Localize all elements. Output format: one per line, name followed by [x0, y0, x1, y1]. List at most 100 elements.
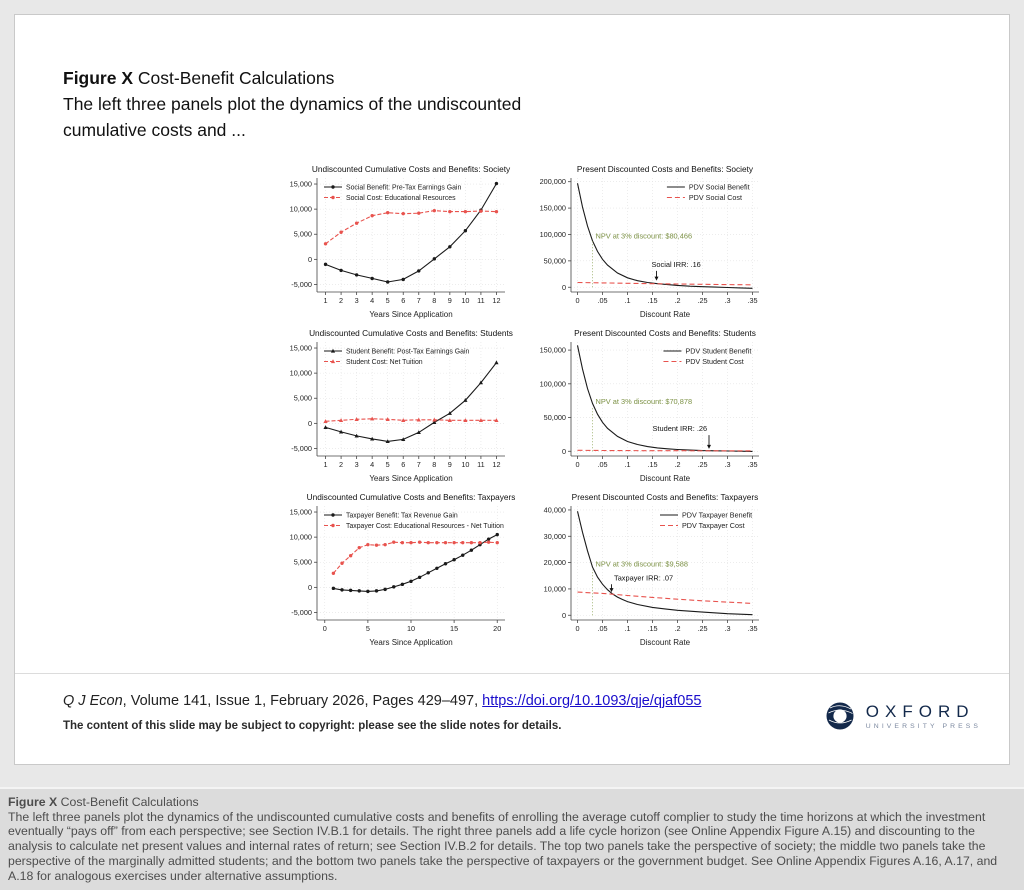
citation-line: Q J Econ, Volume 141, Issue 1, February … [63, 693, 701, 709]
chart-discounted-society: 0 50,000 100,000 150,000 200,000 0 .05 .1 .15 .2.… [525, 163, 769, 320]
svg-text:10,000: 10,000 [290, 533, 312, 542]
svg-text:0: 0 [575, 460, 579, 469]
svg-text:.2: .2 [674, 296, 680, 305]
svg-text:Years Since Application: Years Since Application [369, 310, 452, 319]
svg-text:3: 3 [355, 296, 359, 305]
svg-text:11: 11 [477, 460, 485, 469]
svg-text:.3: .3 [724, 296, 730, 305]
university-press-wordmark: UNIVERSITY PRESS [865, 723, 981, 730]
svg-text:.05: .05 [597, 296, 607, 305]
svg-text:.15: .15 [647, 624, 657, 633]
svg-text:0: 0 [308, 419, 312, 428]
charts-grid: -5,000 0 5,000 10,000 15,000 1 2 3 4 5 6 7 8 9 10 11 12 U… [271, 163, 771, 655]
figure-subtitle-line2: cumulative costs and ... [63, 120, 246, 140]
svg-text:Discount Rate: Discount Rate [640, 474, 691, 483]
slide-card: Figure X Cost-Benefit Calculations The l… [14, 14, 1010, 765]
svg-text:.25: .25 [697, 460, 707, 469]
svg-text:20: 20 [493, 624, 501, 633]
svg-text:100,000: 100,000 [540, 379, 566, 388]
svg-text:7: 7 [417, 296, 421, 305]
figure-label: Figure X [63, 68, 134, 88]
svg-text:12: 12 [492, 296, 500, 305]
svg-text:.3: .3 [724, 460, 730, 469]
svg-text:PDV Social Benefit: PDV Social Benefit [689, 182, 750, 191]
svg-text:0: 0 [308, 583, 312, 592]
svg-text:5,000: 5,000 [294, 558, 312, 567]
svg-text:20,000: 20,000 [544, 558, 566, 567]
svg-text:Student Cost: Net Tuition: Student Cost: Net Tuition [346, 359, 423, 366]
chart-undiscounted-taxpayers: -5,000 0 5,000 10,000 15,000 0 5 10 15 20 Undiscou… [271, 491, 516, 648]
svg-text:.2: .2 [674, 624, 680, 633]
svg-text:0: 0 [562, 447, 566, 456]
svg-text:10: 10 [407, 624, 415, 633]
svg-text:.15: .15 [647, 460, 657, 469]
figure-title-block: Figure X Cost-Benefit Calculations The l… [63, 65, 521, 143]
svg-text:50,000: 50,000 [544, 413, 566, 422]
svg-text:Years Since Application: Years Since Application [369, 638, 452, 647]
copyright-note: The content of this slide may be subject… [63, 720, 562, 732]
svg-text:3: 3 [355, 460, 359, 469]
chart-discounted-students: 0 50,000 100,000 150,000 0 .05 .1 .15 .2 .25 .3 .35… [525, 327, 769, 484]
svg-text:10,000: 10,000 [544, 584, 566, 593]
svg-text:0: 0 [562, 283, 566, 292]
chart-undiscounted-students: -5,000 0 5,000 10,000 15,000 1 2 3 4 5 6 7 8 9 10 11 12 U… [271, 327, 515, 484]
svg-text:5: 5 [366, 624, 370, 633]
svg-text:5: 5 [386, 296, 390, 305]
svg-text:11: 11 [477, 296, 485, 305]
caption-figure-title: Cost-Benefit Calculations [57, 795, 199, 809]
svg-text:0: 0 [308, 255, 312, 264]
svg-text:4: 4 [370, 460, 374, 469]
svg-text:9: 9 [448, 460, 452, 469]
citation-details: , Volume 141, Issue 1, February 2026, Pa… [122, 693, 483, 709]
svg-text:-5,000: -5,000 [291, 608, 312, 617]
svg-text:Social IRR: .16: Social IRR: .16 [652, 260, 701, 269]
svg-text:Social Cost: Educational Resou: Social Cost: Educational Resources [346, 195, 456, 202]
caption-area: Figure X Cost-Benefit Calculations The l… [0, 787, 1024, 890]
svg-text:10: 10 [461, 296, 469, 305]
svg-text:15,000: 15,000 [290, 344, 312, 353]
svg-text:6: 6 [401, 296, 405, 305]
svg-text:1: 1 [324, 296, 328, 305]
svg-text:10,000: 10,000 [290, 369, 312, 378]
svg-text:50,000: 50,000 [544, 256, 566, 265]
figure-subtitle-line1: The left three panels plot the dynamics … [63, 94, 522, 114]
svg-text:.3: .3 [724, 624, 730, 633]
svg-text:7: 7 [417, 460, 421, 469]
svg-text:10: 10 [461, 460, 469, 469]
svg-text:Present Discounted Costs and B: Present Discounted Costs and Benefits: S… [574, 328, 756, 338]
svg-text:Student Benefit: Post-Tax Earn: Student Benefit: Post-Tax Earnings Gain [346, 348, 470, 355]
svg-text:0: 0 [575, 296, 579, 305]
caption-figure-label: Figure X [8, 795, 58, 809]
svg-text:4: 4 [370, 296, 374, 305]
svg-text:Present Discounted Costs and B: Present Discounted Costs and Benefits: S… [577, 164, 754, 174]
svg-text:6: 6 [401, 460, 405, 469]
doi-link[interactable]: https://doi.org/10.1093/qje/qjaf055 [482, 693, 702, 709]
svg-text:.35: .35 [747, 296, 757, 305]
svg-text:15: 15 [450, 624, 458, 633]
svg-text:NPV at 3% discount: $9,588: NPV at 3% discount: $9,588 [596, 560, 688, 569]
svg-text:10,000: 10,000 [290, 205, 312, 214]
oup-logo-icon [826, 702, 854, 730]
oup-logo-text: OXFORD UNIVERSITY PRESS [866, 702, 981, 730]
svg-text:.25: .25 [697, 624, 707, 633]
svg-text:5,000: 5,000 [294, 230, 312, 239]
svg-text:.1: .1 [624, 460, 630, 469]
svg-text:0: 0 [575, 624, 579, 633]
svg-text:PDV Student Cost: PDV Student Cost [685, 357, 743, 366]
svg-text:2: 2 [339, 460, 343, 469]
svg-text:Discount Rate: Discount Rate [640, 310, 691, 319]
svg-text:.2: .2 [674, 460, 680, 469]
svg-text:Taxpayer Cost: Educational Res: Taxpayer Cost: Educational Resources - N… [346, 523, 504, 530]
svg-text:0: 0 [323, 624, 327, 633]
svg-text:.35: .35 [747, 624, 757, 633]
citation-block: Q J Econ, Volume 141, Issue 1, February … [63, 693, 701, 732]
svg-text:0: 0 [562, 611, 566, 620]
svg-text:.1: .1 [624, 296, 630, 305]
svg-text:15,000: 15,000 [290, 508, 312, 517]
svg-text:Taxpayer IRR: .07: Taxpayer IRR: .07 [614, 574, 673, 583]
svg-text:Present Discounted Costs and B: Present Discounted Costs and Benefits: T… [572, 492, 759, 502]
svg-text:NPV at 3% discount: $70,878: NPV at 3% discount: $70,878 [596, 397, 693, 406]
svg-text:15,000: 15,000 [290, 180, 312, 189]
svg-text:.15: .15 [647, 296, 657, 305]
